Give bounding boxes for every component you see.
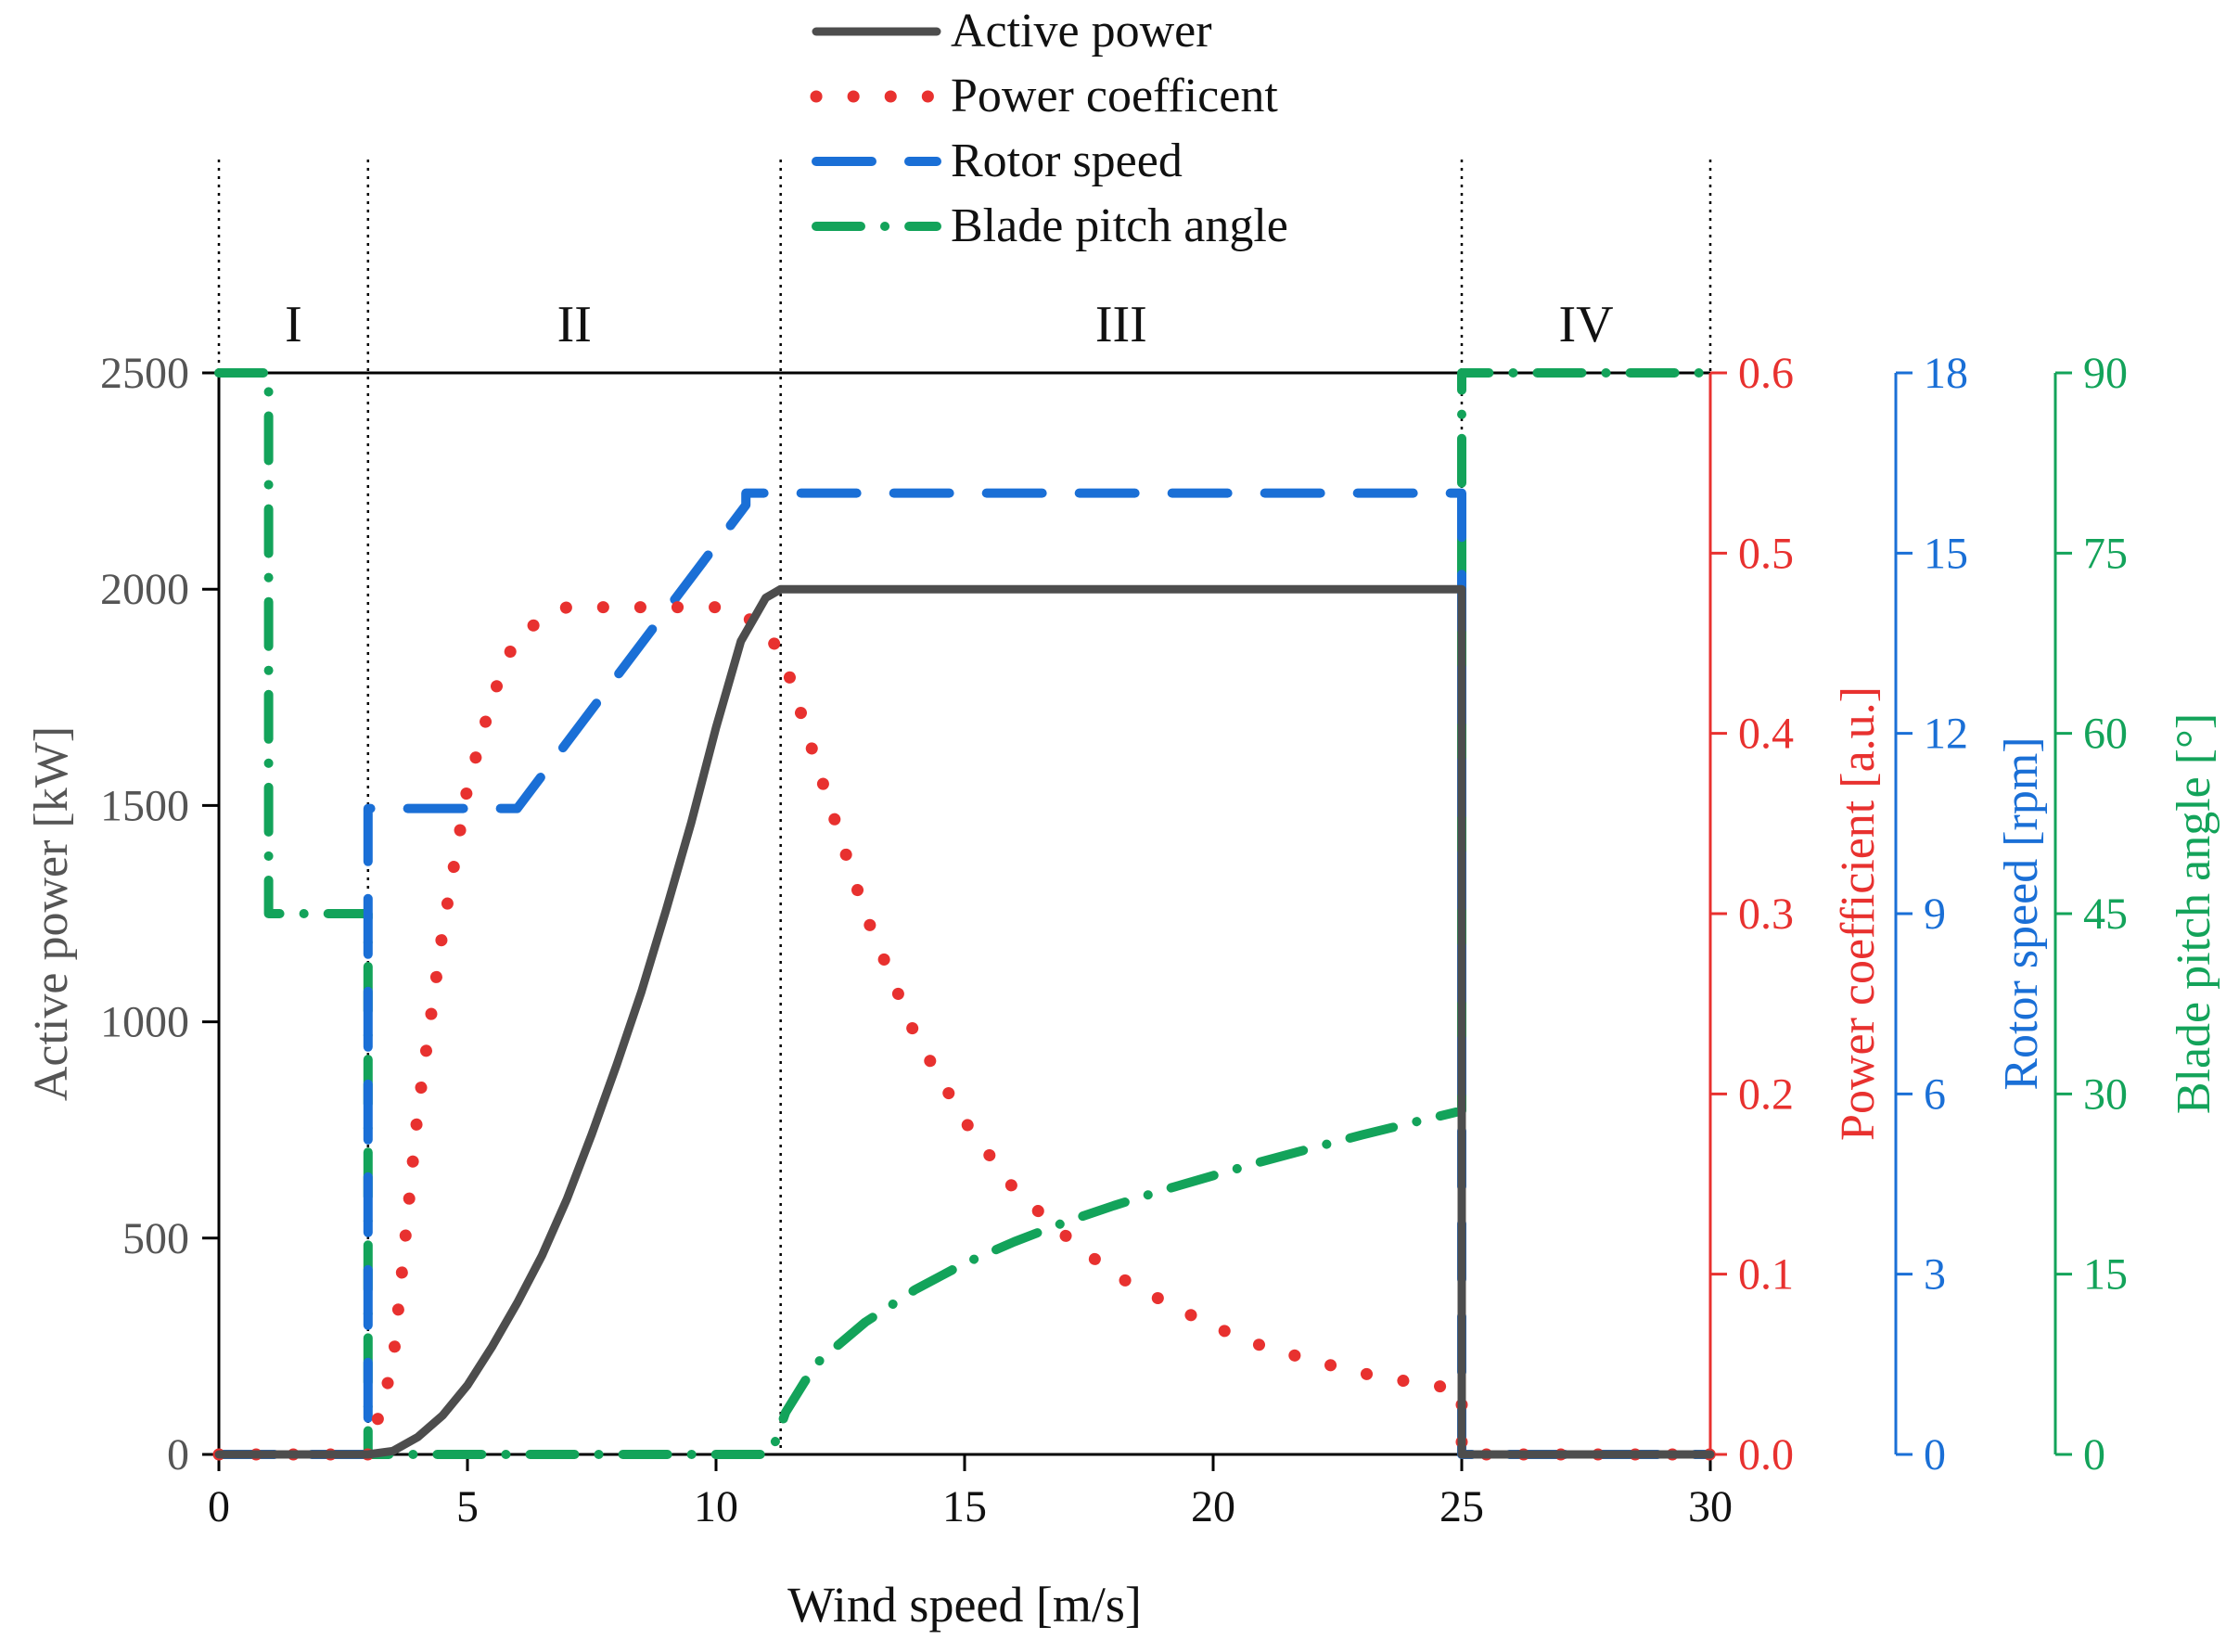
x-axis-label: Wind speed [m/s] xyxy=(787,1577,1142,1633)
x-tick-label: 25 xyxy=(1439,1482,1484,1531)
series-line-blade-pitch-angle xyxy=(214,368,1715,1459)
blue-y-tick-label: 6 xyxy=(1924,1069,1946,1119)
green-y-axis-label: Blade pitch angle [°] xyxy=(2168,713,2220,1114)
series-line-power-coefficent xyxy=(212,601,1717,1461)
red-y-tick-label: 0.3 xyxy=(1738,890,1794,939)
left-y-tick-label: 0 xyxy=(167,1430,189,1479)
green-y-tick-label: 90 xyxy=(2083,349,2128,398)
red-y-tick-label: 0.0 xyxy=(1738,1430,1794,1479)
region-label: IV xyxy=(1558,296,1613,353)
left-y-tick-label: 500 xyxy=(122,1214,189,1263)
region-label: III xyxy=(1095,296,1147,353)
blue-y-tick-label: 0 xyxy=(1924,1430,1946,1479)
red-y-tick-label: 0.1 xyxy=(1738,1250,1794,1300)
blue-y-tick-label: 18 xyxy=(1924,349,1968,398)
green-y-tick-label: 60 xyxy=(2083,710,2128,759)
series-line-active-power xyxy=(214,584,1715,1459)
red-y-axis-label: Power coefficient [a.u.] xyxy=(1832,686,1885,1141)
left-y-tick-label: 1500 xyxy=(100,781,189,830)
green-y-tick-label: 0 xyxy=(2083,1430,2105,1479)
red-y-tick-label: 0.6 xyxy=(1738,349,1794,398)
red-y-tick-label: 0.5 xyxy=(1738,529,1794,578)
legend-label: Blade pitch angle xyxy=(951,199,1288,252)
x-tick-label: 0 xyxy=(208,1482,230,1531)
region-label: II xyxy=(557,296,592,353)
series-line-rotor-speed xyxy=(214,488,1715,1459)
left-y-tick-label: 1000 xyxy=(100,998,189,1047)
green-y-tick-label: 30 xyxy=(2083,1069,2128,1119)
legend-label: Rotor speed xyxy=(951,134,1183,187)
blue-y-tick-label: 3 xyxy=(1924,1250,1946,1300)
left-y-axis-label: Active power [kW] xyxy=(25,726,78,1101)
left-y-tick-label: 2500 xyxy=(100,349,189,398)
green-y-tick-label: 45 xyxy=(2083,890,2128,939)
region-label: I xyxy=(285,296,302,353)
blue-y-tick-label: 12 xyxy=(1924,710,1968,759)
green-y-tick-label: 15 xyxy=(2083,1250,2128,1300)
x-tick-label: 20 xyxy=(1191,1482,1235,1531)
legend-label: Power coefficent xyxy=(951,70,1278,122)
red-y-tick-label: 0.2 xyxy=(1738,1069,1794,1119)
blue-y-tick-label: 9 xyxy=(1924,890,1946,939)
x-tick-label: 5 xyxy=(456,1482,479,1531)
legend-label: Active power xyxy=(951,5,1212,58)
x-tick-label: 10 xyxy=(694,1482,738,1531)
x-tick-label: 30 xyxy=(1688,1482,1733,1531)
left-y-tick-label: 2000 xyxy=(100,565,189,614)
blue-y-axis-label: Rotor speed [rpm] xyxy=(1995,736,2048,1090)
green-y-tick-label: 75 xyxy=(2083,529,2128,578)
red-y-tick-label: 0.4 xyxy=(1738,710,1794,759)
blue-y-tick-label: 15 xyxy=(1924,529,1968,578)
x-tick-label: 15 xyxy=(942,1482,987,1531)
